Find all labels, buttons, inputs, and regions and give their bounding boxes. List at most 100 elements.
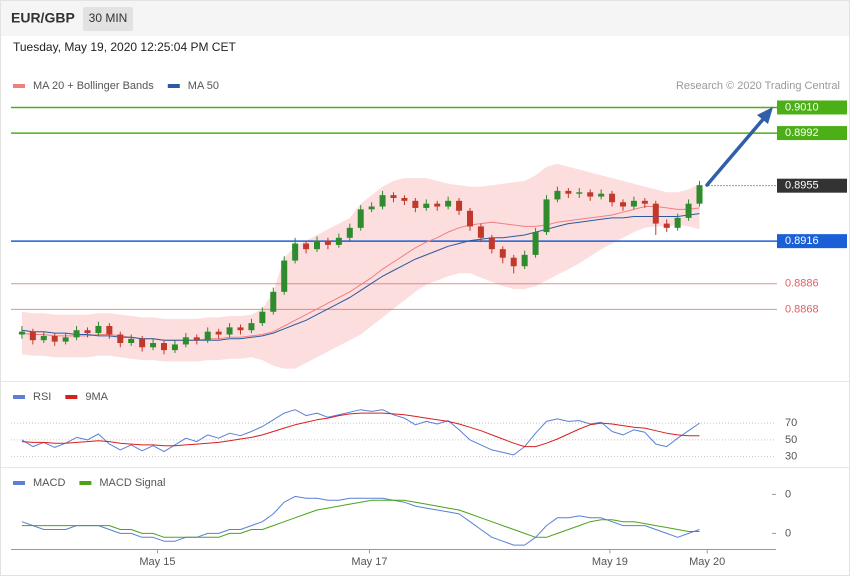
forecast-arrow: [705, 107, 773, 187]
candle-body: [259, 311, 266, 324]
arrow-head: [757, 107, 773, 124]
x-tick-label: May 20: [689, 556, 725, 568]
legend-swatch: [13, 481, 25, 485]
candle-body: [117, 334, 124, 344]
candle-body: [477, 226, 484, 238]
series-line: [21, 499, 700, 538]
candle-body: [423, 203, 430, 208]
header-bar: [1, 1, 849, 36]
legend-swatch: [13, 395, 25, 399]
legend-label: MACD Signal: [99, 477, 165, 489]
candle-body: [674, 217, 681, 228]
x-tick-label: May 17: [351, 556, 387, 568]
legend-label: MA 50: [188, 80, 219, 92]
candle-body: [390, 195, 397, 198]
candle-body: [434, 203, 441, 207]
candle-body: [609, 193, 616, 203]
candle-body: [84, 330, 91, 334]
candle-body: [401, 197, 408, 201]
candle-body: [313, 240, 321, 250]
candle-body: [160, 343, 168, 351]
y-tick-label: 30: [785, 451, 797, 463]
level-label-box: [777, 126, 847, 141]
candle-body: [237, 327, 244, 331]
level-label-box: [777, 100, 847, 115]
candle-body: [62, 337, 69, 342]
candle-body: [368, 206, 375, 210]
level-label: 0.8955: [785, 180, 819, 192]
candle-body: [652, 203, 659, 224]
candle-body: [379, 195, 386, 207]
candle-body: [139, 338, 146, 348]
candle-body: [215, 331, 222, 335]
candle-body: [412, 200, 419, 208]
candle-body: [543, 199, 550, 233]
timeframe[interactable]: 30 MIN: [89, 11, 128, 25]
legend-label: MA 20 + Bollinger Bands: [33, 80, 154, 92]
candle-body: [128, 338, 135, 344]
level-label: 0.8886: [785, 278, 819, 290]
candle-body: [95, 325, 102, 334]
datetime: Tuesday, May 19, 2020 12:25:04 PM CET: [13, 40, 236, 54]
arrow-shaft: [705, 115, 767, 187]
candle-body: [40, 335, 47, 341]
candle-body: [630, 200, 637, 207]
candle-body: [182, 337, 189, 345]
legend-swatch: [65, 395, 78, 399]
x-tick-label: May 15: [139, 556, 175, 568]
candle-body: [663, 223, 670, 228]
candle-body: [106, 325, 113, 335]
candle-body: [270, 291, 277, 312]
x-tick-label: May 19: [592, 556, 628, 568]
legend-swatch: [79, 481, 92, 485]
candle-body: [193, 337, 200, 341]
candle-body: [598, 193, 605, 197]
legend-swatch: [13, 84, 25, 88]
candle-body: [619, 202, 627, 207]
timeframe-badge[interactable]: [83, 7, 133, 31]
candle-body: [303, 243, 310, 250]
candle-body: [488, 237, 495, 250]
candle-body: [204, 331, 211, 341]
credit: Research © 2020 Trading Central: [676, 80, 840, 92]
candle-body: [18, 331, 25, 335]
candle-body: [510, 257, 517, 267]
bollinger-band: [21, 163, 700, 369]
level-label: 0.8868: [785, 303, 819, 315]
candle-body: [73, 330, 80, 338]
y-tick-label: 0: [785, 527, 791, 539]
level-label: 0.9010: [785, 101, 819, 113]
level-label: 0.8992: [785, 127, 819, 139]
candle-body: [456, 200, 463, 211]
candle-body: [51, 335, 58, 342]
legend-label: MACD: [33, 477, 65, 489]
candle-body: [29, 331, 36, 341]
candle-body: [335, 237, 342, 245]
candle-body: [292, 243, 299, 261]
series-line: [21, 412, 700, 448]
y-tick-label: 70: [785, 417, 797, 429]
candle-body: [565, 190, 572, 194]
y-tick-label: 50: [785, 434, 797, 446]
symbol: EUR/GBP: [11, 10, 75, 26]
series-line: [21, 409, 700, 456]
candle-body: [685, 203, 692, 218]
candle-body: [641, 200, 648, 204]
legend-swatch: [167, 84, 180, 88]
level-label-box: [777, 178, 847, 193]
candle-body: [346, 227, 353, 238]
y-tick-label: 0: [785, 488, 791, 500]
candle-body: [248, 323, 255, 331]
level-label-box: [777, 234, 847, 249]
candle-body: [281, 260, 288, 292]
legend-label: RSI: [33, 391, 51, 403]
legend-label: 9MA: [85, 391, 108, 403]
candle-body: [324, 240, 331, 245]
candle-body: [554, 190, 561, 200]
candle-body: [576, 192, 583, 194]
candle-body: [532, 232, 539, 255]
candle-body: [587, 192, 594, 197]
